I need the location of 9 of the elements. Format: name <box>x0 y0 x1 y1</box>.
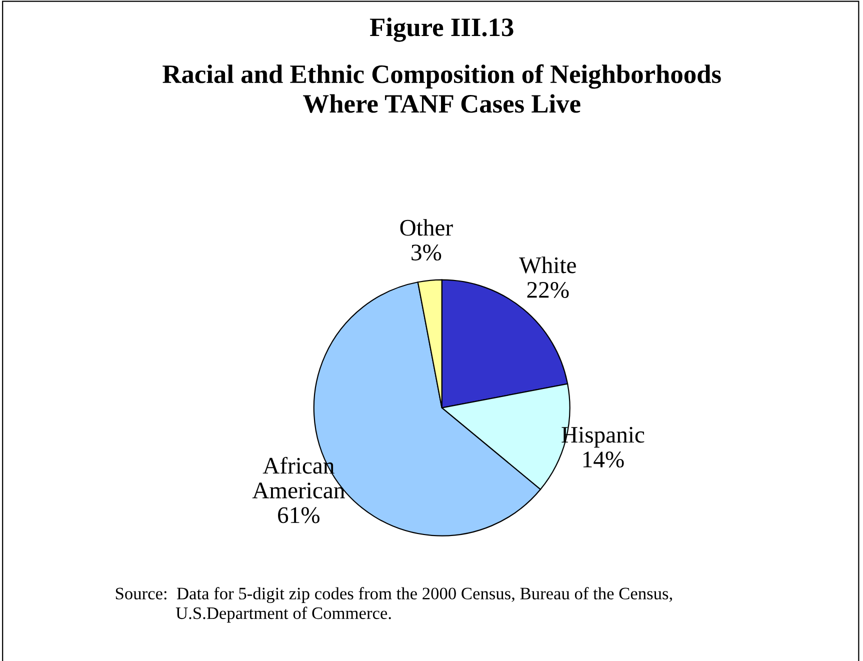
data-label: 3% <box>412 244 442 261</box>
slice-label: Other <box>400 219 453 236</box>
chart-title: Figure III.13 <box>370 18 514 42</box>
data-label: 22% <box>527 282 569 298</box>
chart-subtitle: Racial and Ethnic Composition of Neighborhoods Where TANF Cases Live <box>162 64 721 113</box>
data-label: 61% <box>278 507 320 524</box>
slice-label: White <box>519 256 576 274</box>
source-note: Source: Data for 5-digit zip codes from the 2000 Census, Bureau of the Census, U.S.Department of Commerce. <box>116 587 672 623</box>
data-label: 14% <box>583 452 624 468</box>
